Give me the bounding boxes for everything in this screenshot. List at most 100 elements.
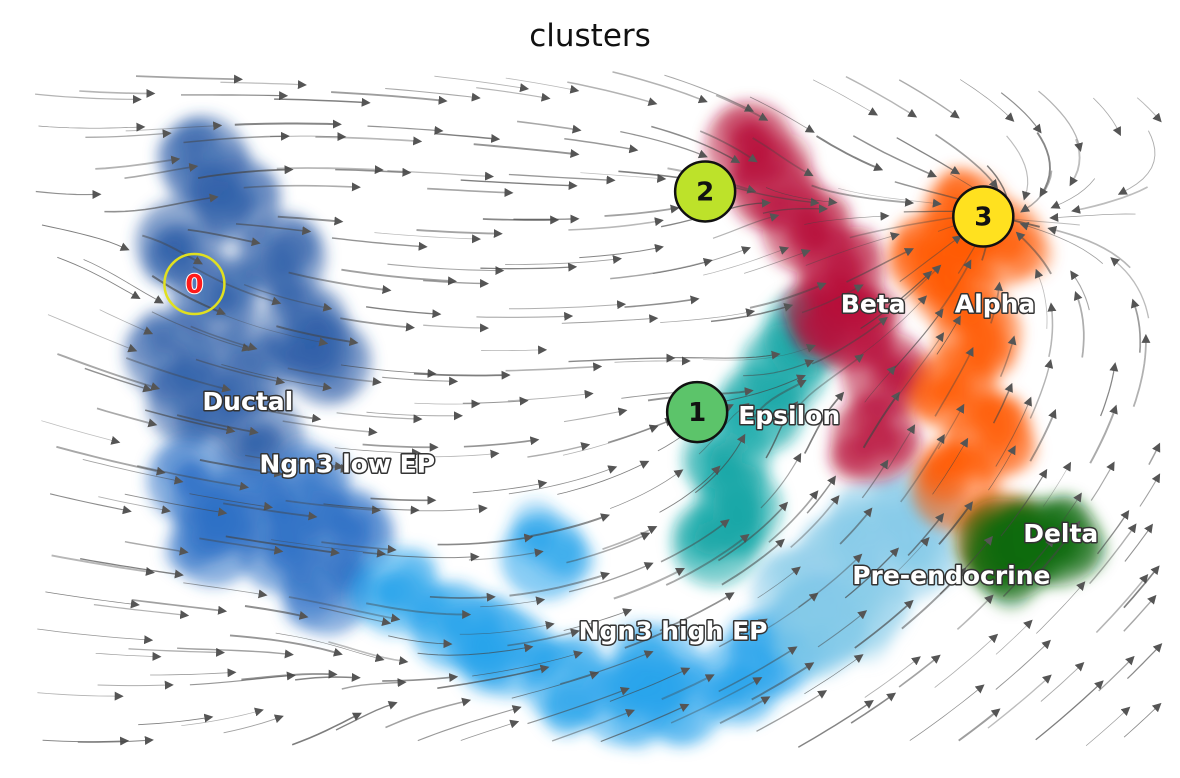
streamline bbox=[437, 664, 550, 689]
streamline bbox=[607, 417, 675, 444]
streamline bbox=[98, 496, 171, 515]
streamline bbox=[511, 670, 600, 699]
streamline bbox=[527, 442, 591, 458]
streamline bbox=[1123, 702, 1162, 738]
cluster-point bbox=[724, 618, 763, 657]
streamline bbox=[411, 504, 488, 514]
streamline bbox=[1139, 473, 1161, 507]
streamline bbox=[1136, 97, 1162, 123]
velocity-streamlines bbox=[35, 71, 1163, 748]
streamline bbox=[1148, 442, 1161, 465]
streamline bbox=[563, 608, 633, 631]
cluster-label-alpha: Alpha bbox=[955, 290, 1035, 319]
streamline bbox=[527, 686, 630, 725]
streamline bbox=[990, 281, 1003, 324]
streamline bbox=[561, 314, 659, 324]
streamline bbox=[385, 87, 481, 102]
streamline bbox=[797, 353, 864, 408]
streamline bbox=[718, 618, 768, 648]
streamline bbox=[96, 407, 158, 428]
streamline bbox=[1096, 509, 1130, 555]
streamline bbox=[508, 173, 616, 185]
streamline bbox=[277, 215, 344, 226]
streamline bbox=[274, 97, 371, 107]
streamline bbox=[1035, 680, 1104, 741]
streamline bbox=[328, 641, 409, 666]
streamline bbox=[279, 458, 344, 471]
streamline bbox=[57, 353, 161, 391]
streamline bbox=[614, 356, 691, 366]
streamline bbox=[768, 490, 819, 543]
streamline bbox=[223, 714, 284, 734]
streamline bbox=[797, 699, 874, 748]
streamline bbox=[413, 370, 511, 380]
streamline bbox=[335, 167, 412, 177]
streamline bbox=[56, 445, 166, 476]
streamline bbox=[243, 283, 333, 312]
streamline bbox=[271, 539, 386, 558]
streamline bbox=[460, 719, 520, 741]
streamline bbox=[860, 270, 933, 330]
streamline bbox=[221, 363, 333, 392]
streamline bbox=[932, 437, 969, 495]
cluster-label-pre-endocrine: Pre-endocrine bbox=[852, 561, 1050, 590]
streamline bbox=[35, 189, 102, 199]
streamline bbox=[508, 465, 618, 495]
streamline bbox=[366, 602, 472, 619]
streamline bbox=[197, 165, 294, 179]
streamline bbox=[694, 433, 746, 494]
streamline bbox=[177, 647, 294, 659]
streamline bbox=[624, 624, 680, 649]
streamline bbox=[472, 479, 548, 494]
streamline bbox=[37, 691, 124, 701]
streamline bbox=[1130, 298, 1142, 353]
streamline bbox=[703, 344, 816, 361]
streamline bbox=[1123, 594, 1157, 632]
streamline bbox=[580, 172, 667, 183]
cluster-point bbox=[170, 119, 222, 171]
streamline bbox=[664, 74, 755, 112]
streamline bbox=[1036, 581, 1086, 634]
streamline bbox=[894, 308, 944, 369]
streamline bbox=[934, 633, 999, 688]
streamline bbox=[128, 647, 226, 657]
streamline bbox=[850, 692, 897, 724]
streamline bbox=[42, 736, 130, 746]
streamline bbox=[934, 346, 974, 417]
streamline bbox=[366, 306, 442, 319]
streamline bbox=[463, 436, 540, 448]
streamline bbox=[602, 526, 658, 550]
streamline bbox=[703, 246, 790, 276]
streamline bbox=[37, 628, 154, 645]
streamline bbox=[939, 259, 972, 311]
streamline bbox=[468, 548, 544, 561]
streamline bbox=[887, 424, 916, 470]
streamline bbox=[331, 91, 448, 105]
marker-disc bbox=[952, 185, 1015, 248]
streamline bbox=[138, 713, 214, 726]
streamline bbox=[937, 403, 965, 450]
streamline bbox=[473, 143, 580, 158]
cluster-point bbox=[309, 568, 345, 604]
streamline bbox=[895, 332, 945, 400]
streamline bbox=[35, 93, 142, 104]
streamline bbox=[124, 540, 189, 556]
streamline bbox=[385, 697, 472, 729]
streamline bbox=[612, 71, 708, 104]
streamline bbox=[670, 677, 763, 724]
streamline bbox=[387, 169, 494, 181]
cluster-cloud-delta bbox=[956, 493, 1108, 610]
streamline bbox=[276, 325, 359, 347]
marker-3: 3 bbox=[952, 185, 1015, 248]
cluster-cloud-beta bbox=[705, 101, 931, 483]
streamline bbox=[884, 537, 930, 584]
streamline bbox=[721, 538, 785, 586]
cluster-point bbox=[231, 429, 265, 463]
streamline bbox=[509, 300, 627, 310]
marker-disc bbox=[673, 160, 737, 223]
streamline bbox=[801, 284, 864, 314]
streamline bbox=[1029, 409, 1057, 462]
streamline bbox=[1089, 404, 1118, 464]
streamline bbox=[270, 132, 347, 142]
